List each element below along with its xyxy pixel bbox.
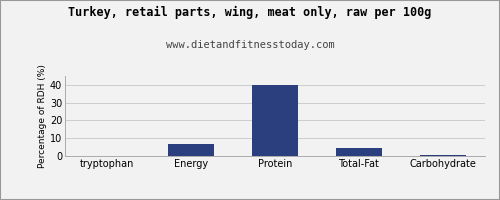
Text: Turkey, retail parts, wing, meat only, raw per 100g: Turkey, retail parts, wing, meat only, r… xyxy=(68,6,432,19)
Bar xyxy=(336,148,382,156)
Y-axis label: Percentage of RDH (%): Percentage of RDH (%) xyxy=(38,64,47,168)
Bar xyxy=(420,155,466,156)
Bar xyxy=(252,85,298,156)
Bar xyxy=(168,144,214,156)
Text: www.dietandfitnesstoday.com: www.dietandfitnesstoday.com xyxy=(166,40,334,50)
